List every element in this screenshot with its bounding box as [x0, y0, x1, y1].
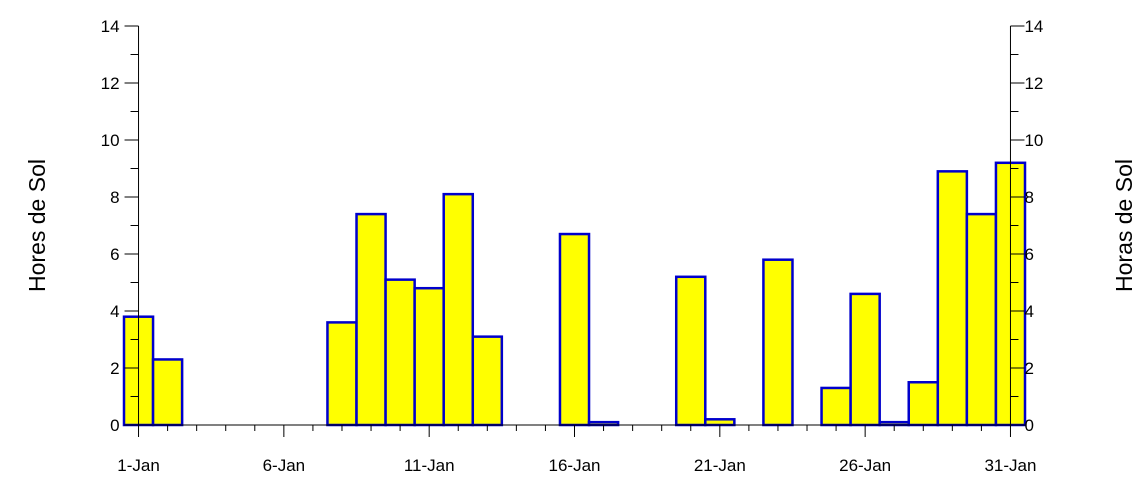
y-tick-label-left: 6	[110, 245, 119, 264]
y-tick-label-left: 4	[110, 302, 119, 321]
y-tick-label-right: 2	[1024, 359, 1033, 378]
y-tick-label-left: 2	[110, 359, 119, 378]
y-tick-label-right: 10	[1024, 131, 1043, 150]
bars-group	[122, 161, 1027, 427]
y-tick-label-right: 0	[1024, 416, 1033, 435]
y-axis-title-right: Horas de Sol	[1111, 159, 1137, 292]
x-tick-label: 6-Jan	[263, 456, 306, 475]
y-tick-label-left: 14	[101, 17, 120, 36]
bar-day-21	[704, 418, 736, 427]
bar-day-25	[820, 386, 852, 427]
bar-day-11	[413, 286, 445, 427]
bar-day-10	[384, 278, 416, 427]
bar-day-8	[326, 321, 358, 427]
y-tick-label-left: 12	[101, 74, 120, 93]
y-tick-label-left: 0	[110, 416, 119, 435]
y-tick-label-left: 10	[101, 131, 120, 150]
bar-day-20	[674, 275, 707, 427]
bar-day-29	[936, 170, 969, 427]
y-tick-label-right: 12	[1024, 74, 1043, 93]
x-tick-label: 11-Jan	[404, 456, 455, 475]
y-tick-label-right: 4	[1024, 302, 1033, 321]
y-axis-title-left: Hores de Sol	[24, 159, 50, 292]
bar-day-2	[151, 358, 184, 427]
bar-day-28	[907, 381, 940, 427]
bar-day-26	[849, 292, 881, 427]
x-tick-label: 1-Jan	[117, 456, 160, 475]
bar-day-30	[965, 212, 998, 427]
x-tick-label: 21-Jan	[694, 456, 746, 475]
bar-day-23	[762, 258, 794, 427]
y-tick-label-right: 8	[1024, 188, 1033, 207]
x-tick-label: 16-Jan	[549, 456, 601, 475]
x-tick-label: 31-Jan	[984, 456, 1036, 475]
bar-day-16	[558, 232, 591, 427]
x-tick-label: 26-Jan	[839, 456, 891, 475]
bar-day-9	[355, 212, 387, 427]
bar-day-13	[471, 335, 504, 427]
axes-group: 0 0 2 2 4 4 6 6 8 8 10 10 12 12 14 14 1-Jan 6-Jan 11-Jan 16…	[101, 17, 1044, 475]
y-tick-label-left: 8	[110, 188, 119, 207]
y-tick-label-right: 14	[1024, 17, 1043, 36]
bar-day-12	[442, 192, 475, 427]
y-tick-label-right: 6	[1024, 245, 1033, 264]
